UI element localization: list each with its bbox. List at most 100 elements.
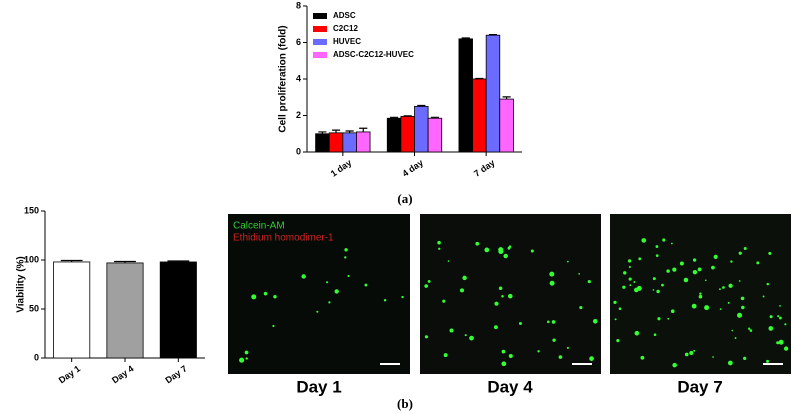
y-tick-label: 2 (296, 110, 301, 120)
cell (501, 349, 506, 354)
y-axis-label: Viability (%) (16, 256, 27, 313)
cell (501, 294, 504, 298)
cell (667, 317, 670, 320)
x-tick-label: 4 day (400, 157, 425, 178)
cell (776, 341, 780, 345)
cell (670, 242, 673, 245)
bar (472, 78, 487, 153)
cell (784, 323, 787, 326)
cell (672, 267, 677, 272)
micrograph (228, 214, 410, 374)
cell (424, 335, 429, 339)
cell (783, 346, 789, 351)
error-bar (331, 129, 341, 133)
cell (627, 259, 632, 263)
cell (459, 288, 465, 293)
y-tick-label: 150 (24, 205, 39, 215)
cell (447, 260, 450, 262)
cell (383, 299, 387, 302)
legend-swatch (313, 52, 327, 58)
x-tick-label: Day 7 (163, 363, 188, 385)
cell (558, 355, 563, 359)
legend-swatch (313, 13, 327, 19)
y-tick-label: 50 (29, 303, 39, 313)
cell (364, 283, 368, 287)
cell (679, 261, 684, 266)
cell (727, 301, 730, 304)
cell (636, 285, 642, 291)
cell (614, 318, 617, 321)
y-tick-label: 0 (34, 352, 39, 362)
cell (779, 304, 781, 307)
cell (756, 261, 760, 265)
cell (263, 291, 268, 296)
cell (743, 356, 747, 360)
cell (738, 251, 742, 255)
legend-swatch (313, 26, 327, 32)
cell (401, 295, 404, 299)
legend-label: ADSC-C2C12-HUVEC (333, 50, 414, 59)
legend-label: HUVEC (333, 37, 361, 46)
cell (731, 329, 734, 332)
cell (666, 269, 670, 273)
cell (662, 238, 666, 242)
cell (272, 324, 275, 328)
cell (633, 281, 636, 283)
bar (427, 117, 443, 153)
cell (616, 339, 620, 343)
micrographs (228, 214, 791, 374)
cell (743, 247, 747, 251)
cell (762, 295, 765, 298)
cell (711, 265, 715, 270)
cell (641, 238, 647, 243)
cell (449, 328, 454, 333)
cell (670, 309, 675, 314)
cell (698, 294, 703, 299)
cell (652, 289, 655, 291)
cell (768, 326, 774, 331)
cell (730, 260, 733, 263)
cell (628, 277, 632, 281)
cell (552, 338, 556, 342)
cell (578, 273, 580, 275)
cell (736, 312, 743, 318)
cell (689, 350, 694, 356)
cell (704, 279, 707, 282)
cell (628, 265, 631, 268)
cell (551, 320, 556, 324)
cell (347, 274, 350, 278)
cell (613, 300, 617, 304)
cell (684, 352, 689, 357)
cell (769, 315, 773, 319)
cell (777, 315, 780, 318)
cell (244, 350, 249, 355)
cell (683, 277, 689, 283)
x-tick-label: 1 day (329, 157, 354, 178)
cell (749, 329, 753, 332)
cell (589, 356, 594, 361)
cell (634, 330, 640, 336)
cell (251, 294, 257, 300)
cell (344, 256, 347, 259)
cell (518, 321, 522, 326)
cell (748, 327, 751, 330)
cell (442, 299, 446, 303)
cell (498, 286, 503, 291)
cell (640, 355, 645, 360)
cell (443, 353, 448, 358)
cell (712, 356, 714, 358)
cell (722, 286, 725, 289)
error-bar (167, 260, 190, 262)
cell (719, 308, 722, 311)
x-tick-label: Day 4 (110, 363, 135, 385)
cell (728, 283, 733, 288)
bar (53, 261, 91, 359)
cell (661, 283, 664, 287)
cell (464, 334, 467, 337)
y-tick-label: 100 (24, 254, 39, 264)
cell (566, 260, 569, 263)
cell (498, 247, 504, 253)
legend-label: ADSC (333, 11, 356, 20)
y-tick-label: 4 (296, 73, 301, 83)
bar (328, 132, 344, 153)
